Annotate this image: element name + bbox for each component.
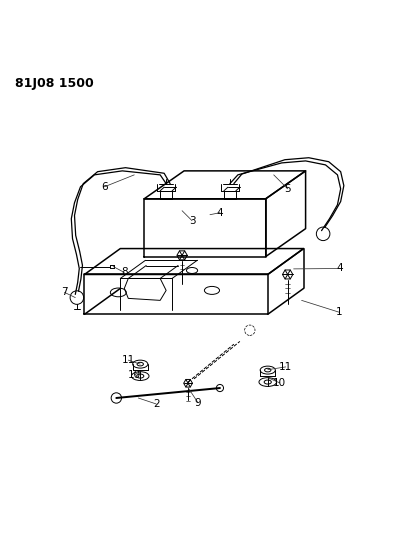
Ellipse shape xyxy=(137,374,144,378)
Ellipse shape xyxy=(265,368,271,372)
Text: 3: 3 xyxy=(189,216,196,225)
Text: 6: 6 xyxy=(101,182,108,192)
Text: 10: 10 xyxy=(273,378,286,388)
Text: 4: 4 xyxy=(336,263,343,273)
Text: 1: 1 xyxy=(336,308,343,317)
Text: 8: 8 xyxy=(121,268,128,278)
Ellipse shape xyxy=(137,362,143,366)
Ellipse shape xyxy=(131,372,149,381)
Ellipse shape xyxy=(133,360,148,368)
Text: 5: 5 xyxy=(284,184,291,194)
Text: 2: 2 xyxy=(153,399,160,409)
Ellipse shape xyxy=(260,366,275,374)
Text: 9: 9 xyxy=(195,398,201,408)
Ellipse shape xyxy=(259,378,276,386)
Text: 11: 11 xyxy=(122,355,135,365)
Ellipse shape xyxy=(264,380,271,384)
Circle shape xyxy=(217,384,223,392)
Circle shape xyxy=(111,393,122,403)
Text: 7: 7 xyxy=(61,287,68,297)
Text: 4: 4 xyxy=(217,208,223,217)
Text: 10: 10 xyxy=(128,370,141,380)
Text: 11: 11 xyxy=(279,362,292,372)
Text: 81J08 1500: 81J08 1500 xyxy=(15,77,93,90)
